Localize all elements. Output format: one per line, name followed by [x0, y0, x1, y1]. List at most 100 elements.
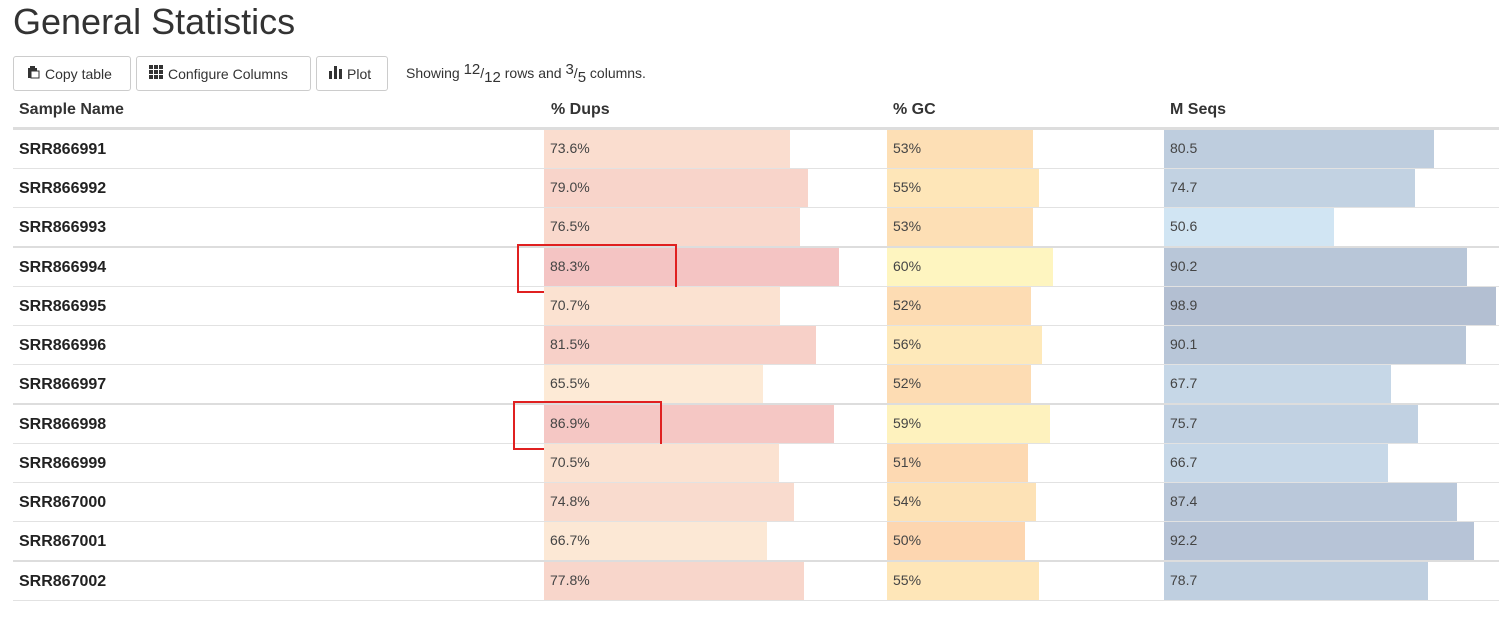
- mseqs-bar: [1164, 483, 1457, 521]
- plot-label: Plot: [347, 65, 372, 82]
- dups-bar: [544, 405, 834, 443]
- header-gc[interactable]: % GC: [893, 101, 936, 118]
- table-body: SRR866991 73.6% 53% 80.5 SRR866992 79.0% 55% 74…: [13, 130, 1499, 601]
- configure-columns-label: Configure Columns: [168, 65, 288, 82]
- mseqs-bar: [1164, 562, 1428, 600]
- page-title: General Statistics: [13, 1, 296, 42]
- gc-bar: [887, 444, 1028, 482]
- dups-bar: [544, 522, 767, 560]
- mseqs-bar: [1164, 365, 1391, 403]
- gc-value: 52%: [893, 375, 922, 391]
- dups-value: 79.0%: [550, 179, 590, 195]
- dups-value: 76.5%: [550, 218, 590, 234]
- dups-value: 77.8%: [550, 572, 590, 588]
- gc-bar: [887, 365, 1031, 403]
- sample-name-cell: SRR866994: [19, 259, 107, 276]
- sample-name-cell: SRR866992: [19, 180, 107, 197]
- dups-bar: [544, 444, 779, 482]
- gc-value: 50%: [893, 532, 922, 548]
- clipboard-icon: [26, 65, 40, 82]
- mseqs-value: 90.2: [1170, 258, 1198, 274]
- table-row: SRR866995 70.7% 52% 98.9: [13, 287, 1499, 326]
- dups-bar: [544, 326, 816, 364]
- mseqs-bar: [1164, 248, 1467, 286]
- gc-value: 56%: [893, 336, 922, 352]
- dups-bar: [544, 562, 804, 600]
- header-dups[interactable]: % Dups: [551, 101, 610, 118]
- gc-value: 55%: [893, 179, 922, 195]
- dups-bar: [544, 169, 808, 207]
- dups-value: 81.5%: [550, 336, 590, 352]
- mseqs-bar: [1164, 287, 1496, 325]
- mseqs-value: 98.9: [1170, 297, 1198, 313]
- showing-summary: Showing 12/12 rows and 3/5 columns.: [406, 61, 646, 86]
- table-toolbar: Copy table Configure Columns Plot Showin…: [13, 55, 646, 92]
- table-row: SRR867001 66.7% 50% 92.2: [13, 522, 1499, 562]
- sample-name-cell: SRR866991: [19, 141, 107, 158]
- gc-bar: [887, 287, 1031, 325]
- table-row: SRR866994 88.3% 60% 90.2: [13, 244, 1499, 293]
- sample-name-cell: SRR867000: [19, 494, 107, 511]
- table-header: Sample Name % Dups % GC M Seqs: [13, 92, 1499, 130]
- sample-name-cell: SRR866995: [19, 298, 107, 315]
- table-row: SRR867002 77.8% 55% 78.7: [13, 562, 1499, 601]
- mseqs-value: 74.7: [1170, 179, 1198, 195]
- bar-chart-icon: [329, 65, 342, 82]
- sample-name-cell: SRR866999: [19, 455, 107, 472]
- configure-columns-button[interactable]: Configure Columns: [136, 56, 311, 91]
- dups-value: 88.3%: [550, 258, 590, 274]
- table-row: SRR866997 65.5% 52% 67.7: [13, 365, 1499, 405]
- mseqs-value: 66.7: [1170, 454, 1198, 470]
- header-sample-name[interactable]: Sample Name: [19, 101, 124, 118]
- gc-bar: [887, 248, 1053, 286]
- gc-value: 55%: [893, 572, 922, 588]
- table-row: SRR866992 79.0% 55% 74.7: [13, 169, 1499, 208]
- sample-name-cell: SRR866998: [19, 416, 107, 433]
- plot-button[interactable]: Plot: [316, 56, 388, 91]
- gc-value: 59%: [893, 415, 922, 431]
- mseqs-bar: [1164, 405, 1418, 443]
- mseqs-value: 78.7: [1170, 572, 1198, 588]
- gc-value: 51%: [893, 454, 922, 470]
- dups-bar: [544, 208, 800, 246]
- table-row: SRR867000 74.8% 54% 87.4: [13, 483, 1499, 522]
- table-row: SRR866993 76.5% 53% 50.6: [13, 208, 1499, 248]
- gc-value: 52%: [893, 297, 922, 313]
- mseqs-bar: [1164, 444, 1388, 482]
- copy-table-label: Copy table: [45, 65, 112, 82]
- dups-value: 73.6%: [550, 140, 590, 156]
- dups-value: 70.5%: [550, 454, 590, 470]
- gc-bar: [887, 169, 1039, 207]
- sample-name-cell: SRR866993: [19, 219, 107, 236]
- copy-table-button[interactable]: Copy table: [13, 56, 131, 91]
- gc-bar: [887, 208, 1033, 246]
- gc-value: 54%: [893, 493, 922, 509]
- gc-bar: [887, 522, 1025, 560]
- mseqs-value: 80.5: [1170, 140, 1198, 156]
- mseqs-bar: [1164, 130, 1434, 168]
- gc-bar: [887, 562, 1039, 600]
- dups-value: 70.7%: [550, 297, 590, 313]
- gc-bar: [887, 326, 1042, 364]
- mseqs-value: 87.4: [1170, 493, 1198, 509]
- highlight-box: [513, 401, 662, 450]
- gc-value: 60%: [893, 258, 922, 274]
- dups-value: 65.5%: [550, 375, 590, 391]
- mseqs-value: 90.1: [1170, 336, 1198, 352]
- dups-bar: [544, 365, 763, 403]
- gc-bar: [887, 130, 1033, 168]
- dups-value: 66.7%: [550, 532, 590, 548]
- header-mseqs[interactable]: M Seqs: [1170, 101, 1227, 118]
- mseqs-value: 50.6: [1170, 218, 1198, 234]
- dups-value: 86.9%: [550, 415, 590, 431]
- sample-name-cell: SRR867001: [19, 533, 107, 550]
- mseqs-value: 92.2: [1170, 532, 1198, 548]
- grid-icon: [149, 65, 163, 82]
- mseqs-bar: [1164, 208, 1334, 246]
- dups-value: 74.8%: [550, 493, 590, 509]
- mseqs-bar: [1164, 169, 1415, 207]
- table-row: SRR866996 81.5% 56% 90.1: [13, 326, 1499, 365]
- mseqs-bar: [1164, 522, 1474, 560]
- table-row: SRR866999 70.5% 51% 66.7: [13, 444, 1499, 483]
- dups-bar: [544, 248, 839, 286]
